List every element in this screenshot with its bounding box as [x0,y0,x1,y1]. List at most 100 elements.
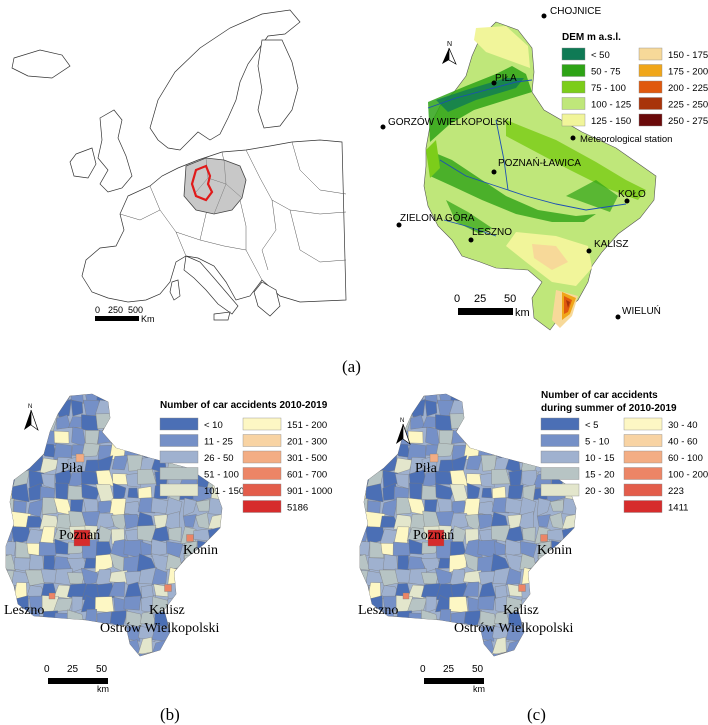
municipality-polygon [393,394,411,402]
municipality-polygon [533,652,552,656]
legend-label: 200 - 225 [668,83,708,94]
municipality-polygon [11,642,28,653]
municipality-polygon [449,553,467,573]
municipality-polygon [495,416,507,430]
legend-swatch [561,113,586,127]
europe-scale-tick: 0 [95,305,100,315]
municipality-polygon [73,529,91,547]
dem-scale-tick: 50 [504,293,516,305]
municipality-polygon [123,595,141,611]
station-label: GORZÓW WIELKOPOLSKI [388,115,512,128]
municipality-polygon [479,473,495,488]
city-label: Poznań [413,528,454,543]
municipality-polygon [490,400,507,418]
municipality-polygon [427,529,445,547]
municipality-polygon [505,394,524,404]
municipality-polygon [151,567,168,585]
legend-label: < 50 [591,50,610,61]
study-area-outline [190,164,214,202]
dem-scale-tick: 25 [474,293,486,305]
municipality-polygon [505,651,521,656]
municipality-polygon [368,557,386,572]
municipality-polygon [435,442,455,457]
legend-swatch [623,467,663,480]
municipality-polygon [492,653,510,656]
municipality-polygon [578,639,595,655]
legend-swatch [540,450,580,464]
municipality-polygon [578,526,591,544]
municipality-polygon [521,567,539,585]
municipality-polygon [224,526,237,544]
station-marker [615,314,621,320]
municipality-polygon [141,416,153,430]
scale-bar [424,678,484,684]
north-arrow-icon: N [24,404,39,431]
municipality-polygon [452,655,468,656]
municipality-polygon [139,427,157,445]
municipality-polygon [550,638,567,656]
municipality-polygon [166,655,180,656]
municipality-polygon [110,394,129,405]
municipality-polygon [108,581,126,597]
svg-text:N: N [400,418,404,424]
municipality-polygon [360,554,370,571]
municipality-polygon [423,638,438,652]
municipality-polygon [224,639,241,655]
municipality-polygon [225,599,240,611]
legend-label: 5186 [287,503,308,514]
municipality-polygon [393,637,412,653]
municipality-polygon [379,627,398,643]
municipality-polygon [67,572,86,585]
municipality-polygon [220,567,222,586]
europe-scale-bar [95,316,139,321]
municipality-polygon [477,399,494,418]
legend-swatch [159,450,199,464]
municipality-polygon [562,641,576,656]
legend-label: 5 - 10 [585,437,609,448]
station-label: KALISZ [594,239,628,250]
municipality-polygon [395,399,414,418]
municipality-polygon [365,483,384,503]
station-marker [586,248,592,254]
municipality-polygon [126,454,143,472]
legend-swatch [540,483,580,497]
station-marker [396,222,402,228]
municipality-polygon [11,651,27,656]
city-label: Leszno [4,603,44,618]
municipality-polygon [97,430,116,444]
municipality-polygon [395,497,412,515]
municipality-polygon [360,626,369,639]
municipality-polygon [436,625,455,639]
municipality-polygon [450,639,466,656]
municipality-polygon [140,585,154,599]
municipality-polygon [209,567,222,587]
municipality-polygon [28,431,44,447]
municipality-polygon [125,473,141,488]
legend-label: 26 - 50 [204,453,234,464]
municipality-polygon [6,394,14,405]
municipality-polygon [66,625,86,642]
legend-label: 30 - 40 [668,420,698,431]
municipality-polygon [75,453,85,463]
legend-swatch [623,483,663,497]
legend-label: < 10 [204,420,223,431]
municipality-polygon [225,584,239,601]
legend-swatch [242,500,282,513]
station-label: WIELUŃ [622,304,661,317]
municipality-polygon [13,500,27,514]
municipality-polygon [425,596,437,614]
municipality-polygon [520,443,537,459]
municipality-polygon [196,570,211,586]
legend-label: 60 - 100 [668,453,703,464]
municipality-polygon [360,416,371,429]
municipality-polygon [504,538,525,557]
dem-map-panel: DEM m a.s.l. < 50 50 - 75 75 - 100 100 - 12… [356,0,708,335]
municipality-polygon [369,541,385,559]
legend-swatch [623,417,663,431]
station-marker [624,198,630,204]
municipality-polygon [151,651,167,656]
legend-swatch [638,80,663,94]
europe-map-panel: 0 250 500 Km [0,0,350,335]
municipality-polygon [518,637,537,654]
municipality-polygon [476,394,494,404]
